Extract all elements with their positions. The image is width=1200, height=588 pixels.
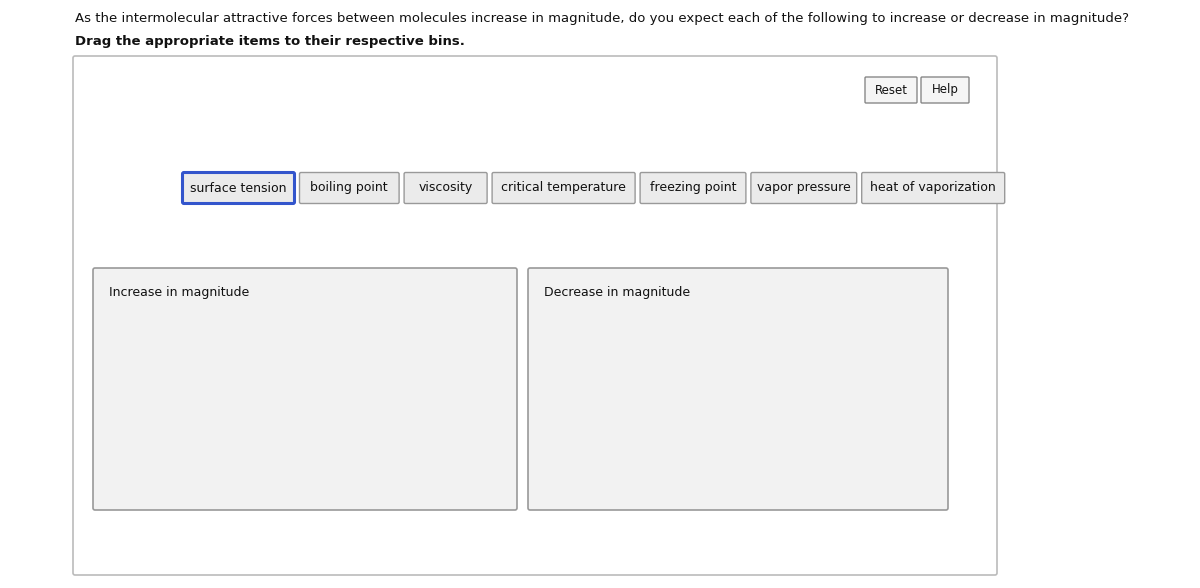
FancyBboxPatch shape bbox=[640, 172, 746, 203]
FancyBboxPatch shape bbox=[94, 268, 517, 510]
FancyBboxPatch shape bbox=[922, 77, 970, 103]
FancyBboxPatch shape bbox=[73, 56, 997, 575]
FancyBboxPatch shape bbox=[492, 172, 635, 203]
Text: viscosity: viscosity bbox=[419, 182, 473, 195]
Text: Drag the appropriate items to their respective bins.: Drag the appropriate items to their resp… bbox=[74, 35, 464, 48]
Text: critical temperature: critical temperature bbox=[502, 182, 626, 195]
Text: vapor pressure: vapor pressure bbox=[757, 182, 851, 195]
FancyBboxPatch shape bbox=[751, 172, 857, 203]
FancyBboxPatch shape bbox=[300, 172, 400, 203]
Text: freezing point: freezing point bbox=[649, 182, 737, 195]
FancyBboxPatch shape bbox=[528, 268, 948, 510]
FancyBboxPatch shape bbox=[404, 172, 487, 203]
Text: Help: Help bbox=[931, 83, 959, 96]
FancyBboxPatch shape bbox=[862, 172, 1004, 203]
Text: boiling point: boiling point bbox=[311, 182, 388, 195]
Text: As the intermolecular attractive forces between molecules increase in magnitude,: As the intermolecular attractive forces … bbox=[74, 12, 1129, 25]
Text: heat of vaporization: heat of vaporization bbox=[870, 182, 996, 195]
FancyBboxPatch shape bbox=[865, 77, 917, 103]
Text: Reset: Reset bbox=[875, 83, 907, 96]
Text: Decrease in magnitude: Decrease in magnitude bbox=[544, 286, 690, 299]
FancyBboxPatch shape bbox=[182, 172, 294, 203]
Text: Increase in magnitude: Increase in magnitude bbox=[109, 286, 250, 299]
Text: surface tension: surface tension bbox=[191, 182, 287, 195]
